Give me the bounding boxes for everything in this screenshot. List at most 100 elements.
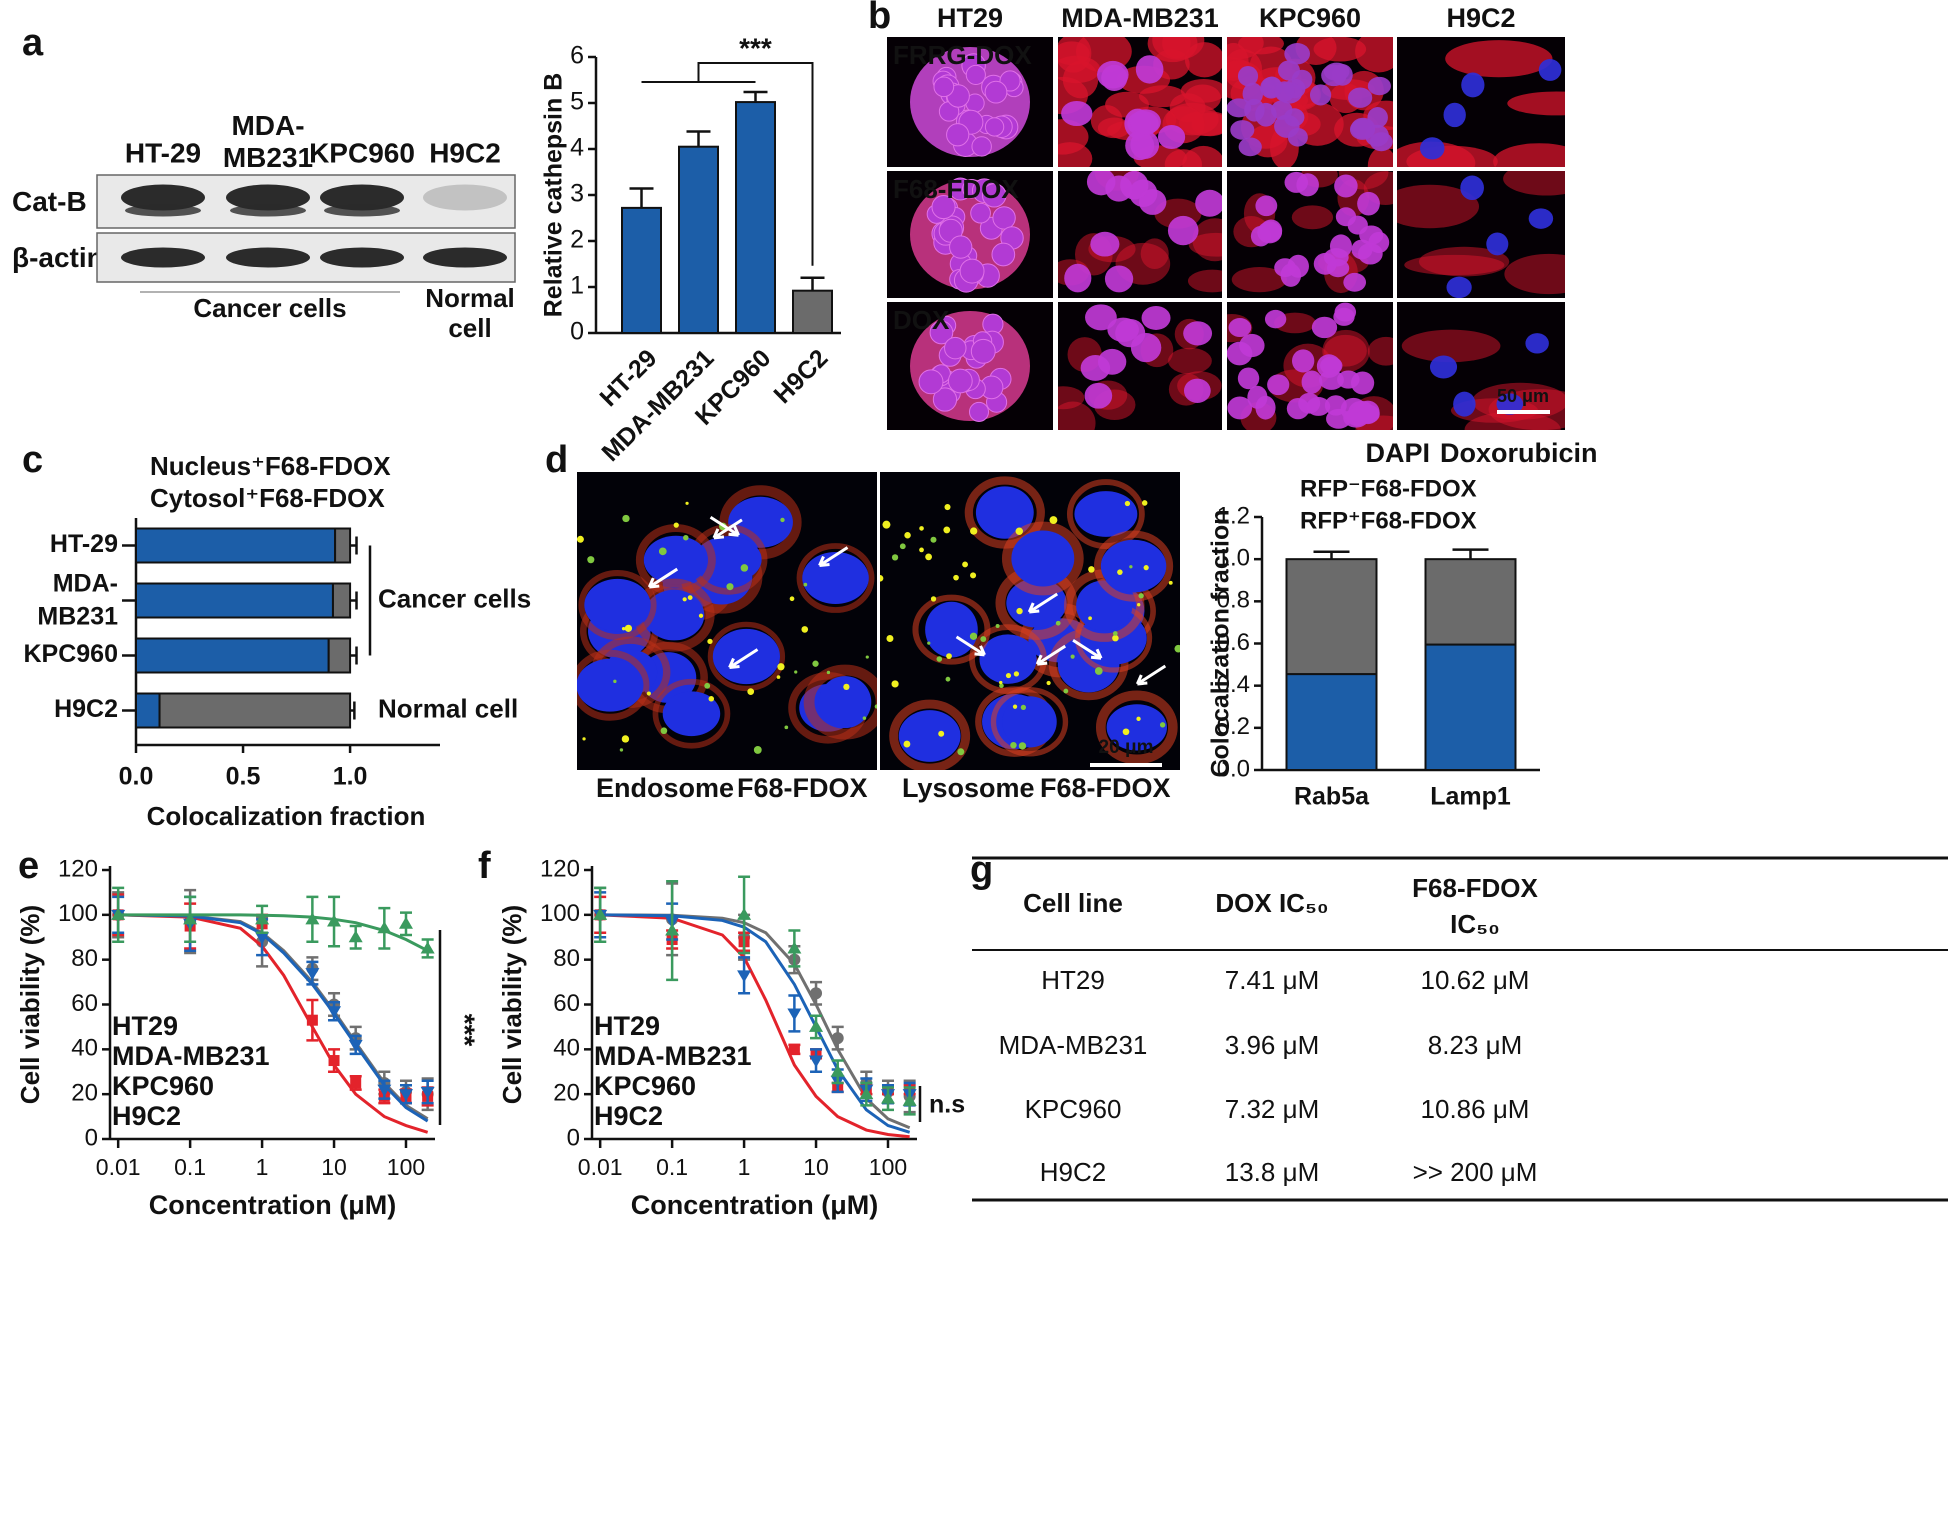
nucleus: [968, 401, 990, 422]
vesicle: [969, 632, 978, 640]
table-cell: 8.23 μM: [1428, 1030, 1522, 1060]
x-axis-label: Concentration (μM): [631, 1190, 879, 1220]
bar-segment: [1285, 558, 1378, 676]
vesicle: [747, 688, 755, 695]
table-cell: >> 200 μM: [1413, 1157, 1538, 1187]
point: [593, 907, 608, 920]
row-label: DOX: [893, 305, 950, 335]
x-tick-label: 0.01: [96, 1154, 141, 1180]
cell-rim: [912, 594, 991, 665]
cell-rim: [796, 543, 875, 613]
cell-rim: [577, 649, 650, 721]
nucleus: [949, 235, 973, 259]
nucleus: [1195, 189, 1222, 217]
blot-band: [423, 247, 507, 268]
nucleus: [1334, 174, 1358, 198]
vesicle: [646, 691, 651, 696]
significance-bracket: [641, 62, 814, 266]
vesicle: [619, 748, 624, 752]
nucleus: [1460, 175, 1484, 201]
nucleus: [1157, 125, 1186, 150]
nucleus: [970, 338, 996, 364]
nucleus: [1135, 55, 1164, 84]
point: [831, 1032, 844, 1045]
vesicle: [946, 653, 952, 659]
nucleus: [1085, 304, 1117, 331]
vesicle: [622, 514, 630, 523]
group-label: Normal cell: [425, 283, 515, 343]
nucleus: [577, 658, 644, 712]
vesicle: [903, 740, 911, 748]
vesicle: [874, 704, 877, 709]
nucleus: [1453, 391, 1476, 417]
column-label: HT29: [937, 3, 1003, 33]
vesicle: [919, 526, 924, 531]
row-label: FRRG-DOX: [893, 40, 1032, 70]
arrow: [1027, 592, 1059, 614]
micrograph: [1058, 37, 1222, 167]
nucleus: [1183, 321, 1213, 346]
group-label: Normal cell: [378, 693, 518, 723]
nucleus: [1306, 397, 1331, 416]
point: [255, 912, 270, 925]
vesicle: [1010, 741, 1017, 749]
panel-label: g: [970, 849, 993, 891]
vesicle: [938, 730, 945, 737]
arrow: [728, 648, 759, 669]
x-tick-label: 100: [387, 1154, 425, 1180]
cell-rim: [1001, 521, 1084, 596]
vesicle: [880, 575, 884, 582]
cytoplasm: [1507, 91, 1565, 116]
nucleus: [1329, 234, 1352, 258]
vesicle: [587, 556, 595, 564]
lane-label: MDA-MB231: [223, 110, 313, 173]
vesicle: [1015, 527, 1023, 535]
nucleus: [1429, 355, 1458, 379]
point: [255, 932, 270, 945]
nucleus: [981, 183, 1007, 208]
point: [737, 907, 752, 920]
nucleus: [1321, 64, 1347, 87]
error-bar: [800, 276, 825, 291]
y-tick-label: 0.0: [1217, 755, 1250, 782]
y-tick-label: KPC960: [24, 640, 119, 668]
nucleus: [1486, 232, 1509, 256]
legend-label: Cytosol⁺F68-FDOX: [150, 483, 385, 513]
nucleus: [959, 258, 985, 284]
vesicle: [1137, 603, 1141, 607]
image-label: F68-FDOX: [1040, 773, 1171, 803]
nucleus: [1227, 98, 1252, 118]
vesicle: [582, 737, 586, 741]
nucleus: [1227, 396, 1253, 420]
nucleus: [1291, 349, 1315, 373]
y-axis-label: Colocalization fraction: [1207, 509, 1235, 777]
panel-label: f: [478, 845, 491, 887]
y-tick-label: 5: [570, 88, 584, 116]
nucleus: [1367, 107, 1388, 128]
vesicle: [1112, 631, 1118, 636]
vesicle: [1088, 566, 1095, 573]
arrow: [1072, 639, 1103, 660]
x-tick-label: 1: [256, 1154, 269, 1180]
nucleus: [1357, 404, 1380, 424]
point: [830, 1064, 845, 1077]
nucleus: [1343, 272, 1367, 292]
table-header: DOX IC₅₀: [1215, 888, 1328, 918]
arrow: [1035, 644, 1067, 666]
nucleus: [1100, 539, 1167, 593]
y-tick-label: 0: [85, 1124, 98, 1151]
nucleus: [1419, 137, 1445, 160]
table-cell: 7.32 μM: [1225, 1094, 1319, 1124]
vesicle: [685, 501, 689, 505]
error-bar: [686, 130, 711, 147]
vesicle: [945, 676, 951, 682]
point: [737, 970, 752, 983]
blot-band: [320, 247, 404, 268]
micrograph: [1227, 37, 1393, 167]
nucleus: [1064, 263, 1092, 293]
nucleus: [925, 601, 978, 658]
y-tick-label: 0.4: [1217, 671, 1250, 698]
nucleus: [1125, 131, 1155, 161]
lane-label: KPC960: [309, 137, 415, 168]
